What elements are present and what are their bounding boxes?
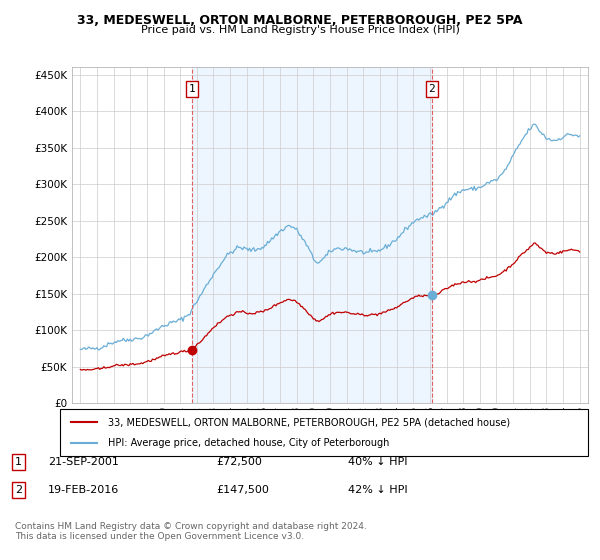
Bar — [192, 67, 432, 403]
Text: 21-SEP-2001: 21-SEP-2001 — [48, 457, 119, 467]
Text: £72,500: £72,500 — [216, 457, 262, 467]
Text: 40% ↓ HPI: 40% ↓ HPI — [348, 457, 407, 467]
Text: 1: 1 — [189, 84, 196, 94]
Text: £147,500: £147,500 — [216, 485, 269, 495]
Text: HPI: Average price, detached house, City of Peterborough: HPI: Average price, detached house, City… — [107, 438, 389, 448]
Text: 33, MEDESWELL, ORTON MALBORNE, PETERBOROUGH, PE2 5PA: 33, MEDESWELL, ORTON MALBORNE, PETERBORO… — [77, 14, 523, 27]
Text: 33, MEDESWELL, ORTON MALBORNE, PETERBOROUGH, PE2 5PA (detached house): 33, MEDESWELL, ORTON MALBORNE, PETERBORO… — [107, 417, 509, 427]
Text: 19-FEB-2016: 19-FEB-2016 — [48, 485, 119, 495]
Text: Price paid vs. HM Land Registry's House Price Index (HPI): Price paid vs. HM Land Registry's House … — [140, 25, 460, 35]
Text: 2: 2 — [15, 485, 22, 495]
Text: 1: 1 — [15, 457, 22, 467]
Text: 42% ↓ HPI: 42% ↓ HPI — [348, 485, 407, 495]
Text: Contains HM Land Registry data © Crown copyright and database right 2024.
This d: Contains HM Land Registry data © Crown c… — [15, 522, 367, 542]
FancyBboxPatch shape — [60, 409, 588, 456]
Text: 2: 2 — [428, 84, 435, 94]
